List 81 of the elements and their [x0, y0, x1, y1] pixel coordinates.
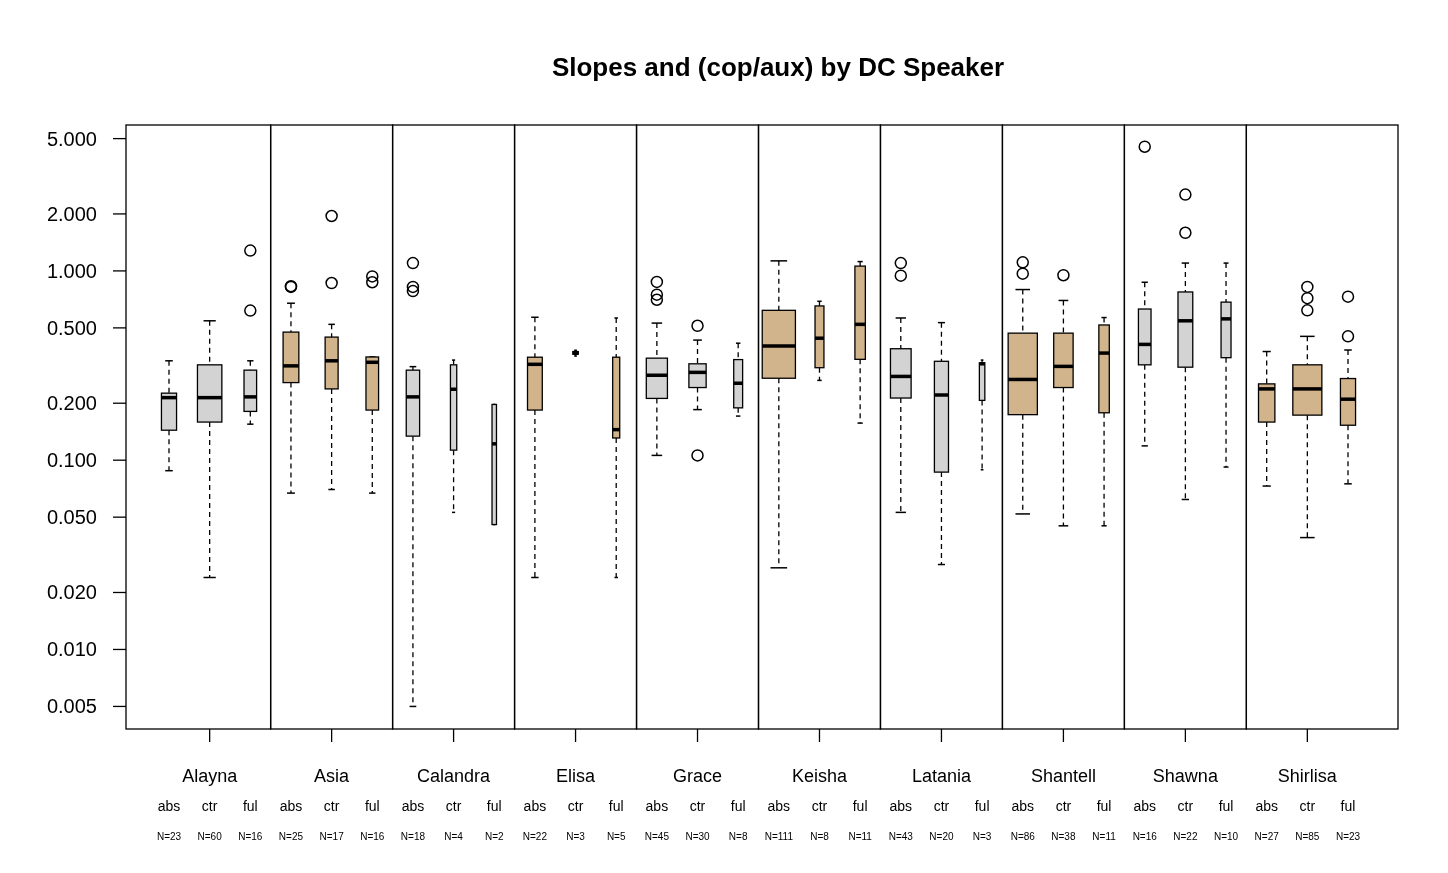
x-tick-label: ctr: [811, 798, 828, 814]
text: N=25: [278, 831, 304, 842]
text: N=4: [444, 831, 464, 842]
text: N=22: [522, 831, 548, 842]
x-tick-label: abs: [157, 798, 181, 814]
text: N=38: [1051, 831, 1076, 842]
x-tick-label: ful: [364, 798, 380, 814]
y-tick-label: 2.000: [46, 202, 97, 225]
x-axis-title: Asia: [314, 766, 351, 786]
text: N=22: [1173, 831, 1198, 842]
x-tick-label: ful: [1340, 798, 1356, 814]
x-axis-title: Shantell: [1030, 766, 1096, 786]
x-tick-label: ctr: [933, 798, 950, 814]
text: N=27: [1254, 831, 1280, 842]
x-tick-label: ctr: [201, 798, 218, 814]
x-tick-label: ful: [730, 798, 746, 814]
text: N=16: [238, 831, 263, 842]
x-tick-label: ctr: [689, 798, 706, 814]
text: N=11: [1092, 831, 1117, 842]
y-tick-label: 1.000: [46, 259, 97, 282]
text: N=20: [929, 831, 954, 842]
text: N=3: [566, 831, 586, 842]
text: N=111: [764, 831, 794, 842]
x-axis-title: Alayna: [182, 766, 239, 786]
x-axis-title: Elisa: [556, 766, 597, 786]
y-tick-label: 0.020: [46, 581, 97, 604]
x-tick-label: ctr: [1177, 798, 1194, 814]
x-tick-label: abs: [889, 798, 913, 814]
text: N=8: [810, 831, 830, 842]
x-tick-label: ctr: [1299, 798, 1316, 814]
y-tick-label: 0.010: [46, 638, 97, 661]
x-tick-label: ful: [1096, 798, 1112, 814]
y-tick-label: 0.050: [46, 506, 97, 529]
text: N=86: [1010, 831, 1036, 842]
text: N=18: [400, 831, 426, 842]
x-tick-label: ful: [1218, 798, 1234, 814]
text: N=23: [1335, 831, 1361, 842]
x-tick-label: ctr: [323, 798, 340, 814]
text: N=3: [972, 831, 992, 842]
x-tick-label: abs: [279, 798, 303, 814]
chart-title: Slopes and (cop/aux) by DC Speaker: [551, 52, 1005, 82]
text: N=43: [888, 831, 914, 842]
x-axis-title: Grace: [673, 766, 723, 786]
text: N=5: [606, 831, 626, 842]
x-tick-label: ctr: [1055, 798, 1072, 814]
x-axis-title: Latania: [911, 766, 972, 786]
y-tick-label: 0.100: [46, 449, 97, 472]
text: N=16: [360, 831, 385, 842]
text: N=11: [848, 831, 873, 842]
x-tick-label: abs: [767, 798, 791, 814]
y-tick-label: 0.005: [46, 695, 97, 718]
text: N=8: [728, 831, 748, 842]
x-tick-label: ful: [242, 798, 258, 814]
x-tick-label: abs: [1133, 798, 1157, 814]
text: N=10: [1213, 831, 1239, 842]
x-axis-title: Shawna: [1152, 766, 1219, 786]
x-axis-title: Calandra: [417, 766, 492, 786]
x-tick-label: ctr: [445, 798, 462, 814]
y-tick-label: 0.500: [46, 316, 97, 339]
x-axis-title: Keisha: [791, 766, 848, 786]
y-tick-label: 5.000: [46, 127, 97, 150]
text: N=16: [1132, 831, 1158, 842]
text: N=2: [484, 831, 504, 842]
text: N=60: [197, 831, 223, 842]
x-tick-label: abs: [1011, 798, 1035, 814]
x-tick-label: ful: [974, 798, 990, 814]
x-tick-label: ctr: [567, 798, 584, 814]
x-tick-label: abs: [401, 798, 425, 814]
x-tick-label: abs: [523, 798, 547, 814]
y-tick-label: 0.200: [46, 392, 97, 415]
text: N=17: [319, 831, 345, 842]
x-tick-label: ful: [852, 798, 868, 814]
x-tick-label: ful: [486, 798, 502, 814]
x-tick-label: ful: [608, 798, 624, 814]
x-tick-label: abs: [1255, 798, 1278, 814]
text: N=45: [644, 831, 670, 842]
x-axis-title: Shirlisa: [1277, 766, 1338, 786]
text: N=85: [1295, 831, 1320, 842]
text: N=30: [685, 831, 711, 842]
x-tick-label: abs: [645, 798, 669, 814]
text: N=23: [156, 831, 182, 842]
